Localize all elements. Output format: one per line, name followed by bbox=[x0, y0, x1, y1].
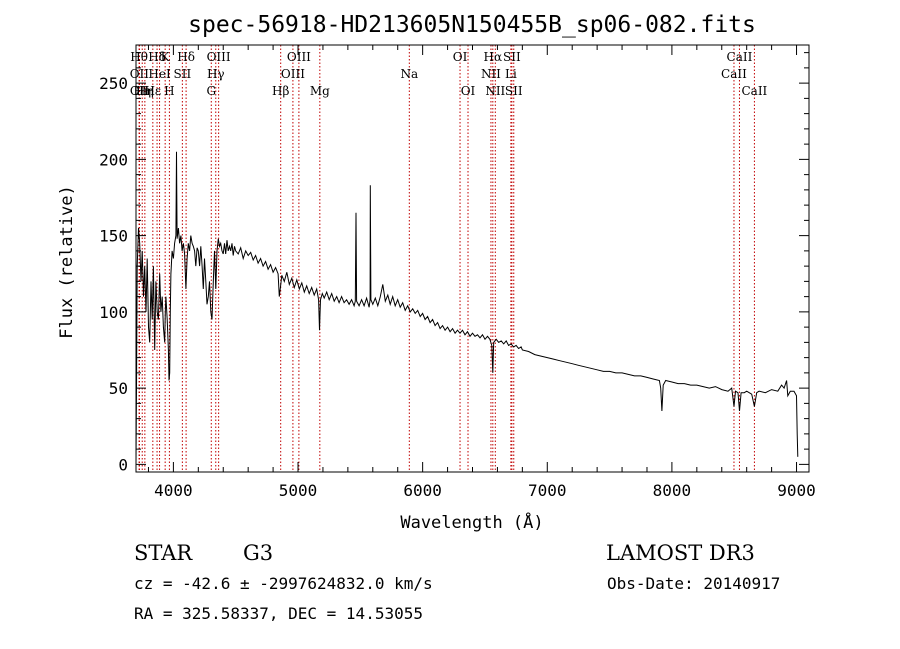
y-tick-label: 0 bbox=[118, 455, 128, 474]
object-class: STAR bbox=[134, 541, 193, 565]
line-marker-label: Mg bbox=[310, 84, 330, 98]
line-marker-label: OIII bbox=[287, 50, 311, 64]
line-marker-label: OI bbox=[453, 50, 468, 64]
x-tick-label: 9000 bbox=[777, 481, 816, 500]
object-subclass: G3 bbox=[243, 541, 273, 565]
y-tick-label: 50 bbox=[109, 379, 128, 398]
axis-ticks bbox=[136, 45, 809, 472]
y-tick-label: 100 bbox=[99, 303, 128, 322]
line-marker-label: OIII bbox=[281, 67, 305, 81]
line-marker-label: SII bbox=[503, 50, 521, 64]
spectral-line-labels: HθOIIOIIHηHηHεHδHeIKHSIIHδGHγOIIIHβOIIIO… bbox=[130, 50, 768, 98]
y-tick-label: 150 bbox=[99, 227, 128, 246]
line-marker-label: CaII bbox=[741, 84, 767, 98]
line-marker-label: OI bbox=[461, 84, 476, 98]
line-marker-label: Na bbox=[400, 67, 418, 81]
line-marker-label: CaII bbox=[727, 50, 753, 64]
line-marker-label: Hδ bbox=[148, 50, 166, 64]
line-marker-label: Hδ bbox=[177, 50, 195, 64]
spectral-line-markers bbox=[138, 45, 755, 472]
line-marker-label: OIII bbox=[207, 50, 231, 64]
y-tick-label: 250 bbox=[99, 74, 128, 93]
line-marker-label: OII bbox=[130, 67, 150, 81]
spectrum-line bbox=[135, 151, 799, 465]
line-marker-label: Hγ bbox=[207, 67, 225, 81]
x-tick-label: 7000 bbox=[528, 481, 567, 500]
x-tick-label: 8000 bbox=[653, 481, 692, 500]
y-axis-label: Flux (relative) bbox=[57, 185, 77, 339]
line-marker-label: Hε bbox=[144, 84, 161, 98]
line-marker-label: HeI bbox=[148, 67, 171, 81]
redshift-text: cz = -42.6 ± -2997624832.0 km/s bbox=[134, 574, 433, 593]
line-marker-label: Hη bbox=[136, 84, 154, 98]
line-marker-label: G bbox=[206, 84, 216, 98]
line-marker-label: SII bbox=[505, 84, 523, 98]
plot-frame bbox=[135, 44, 810, 473]
y-tick-label: 200 bbox=[99, 150, 128, 169]
line-marker-label: Li bbox=[505, 67, 517, 81]
line-marker-label: SII bbox=[174, 67, 192, 81]
x-tick-label: 5000 bbox=[279, 481, 318, 500]
line-marker-label: H bbox=[164, 84, 174, 98]
line-marker-label: NII bbox=[481, 67, 501, 81]
obs-date-text: Obs-Date: 20140917 bbox=[607, 574, 780, 593]
coordinates-text: RA = 325.58337, DEC = 14.53055 bbox=[134, 604, 423, 623]
line-marker-label: K bbox=[161, 50, 171, 64]
axis-tick-labels: 4000 5000 6000 7000 8000 9000 0 50 100 150 200 250 bbox=[99, 74, 816, 500]
x-tick-label: 4000 bbox=[154, 481, 193, 500]
line-marker-label: Hα bbox=[484, 50, 503, 64]
line-marker-label: Hη bbox=[133, 84, 151, 98]
line-marker-label: CaII bbox=[721, 67, 747, 81]
line-marker-label: NII bbox=[485, 84, 505, 98]
survey-name: LAMOST DR3 bbox=[606, 541, 755, 565]
x-tick-label: 6000 bbox=[403, 481, 442, 500]
line-marker-label: Hθ bbox=[130, 50, 148, 64]
chart-title: spec-56918-HD213605N150455B_sp06-082.fit… bbox=[188, 12, 756, 38]
x-axis-label: Wavelength (Å) bbox=[400, 511, 543, 533]
line-marker-label: Hβ bbox=[272, 84, 289, 98]
line-marker-label: OII bbox=[130, 84, 150, 98]
